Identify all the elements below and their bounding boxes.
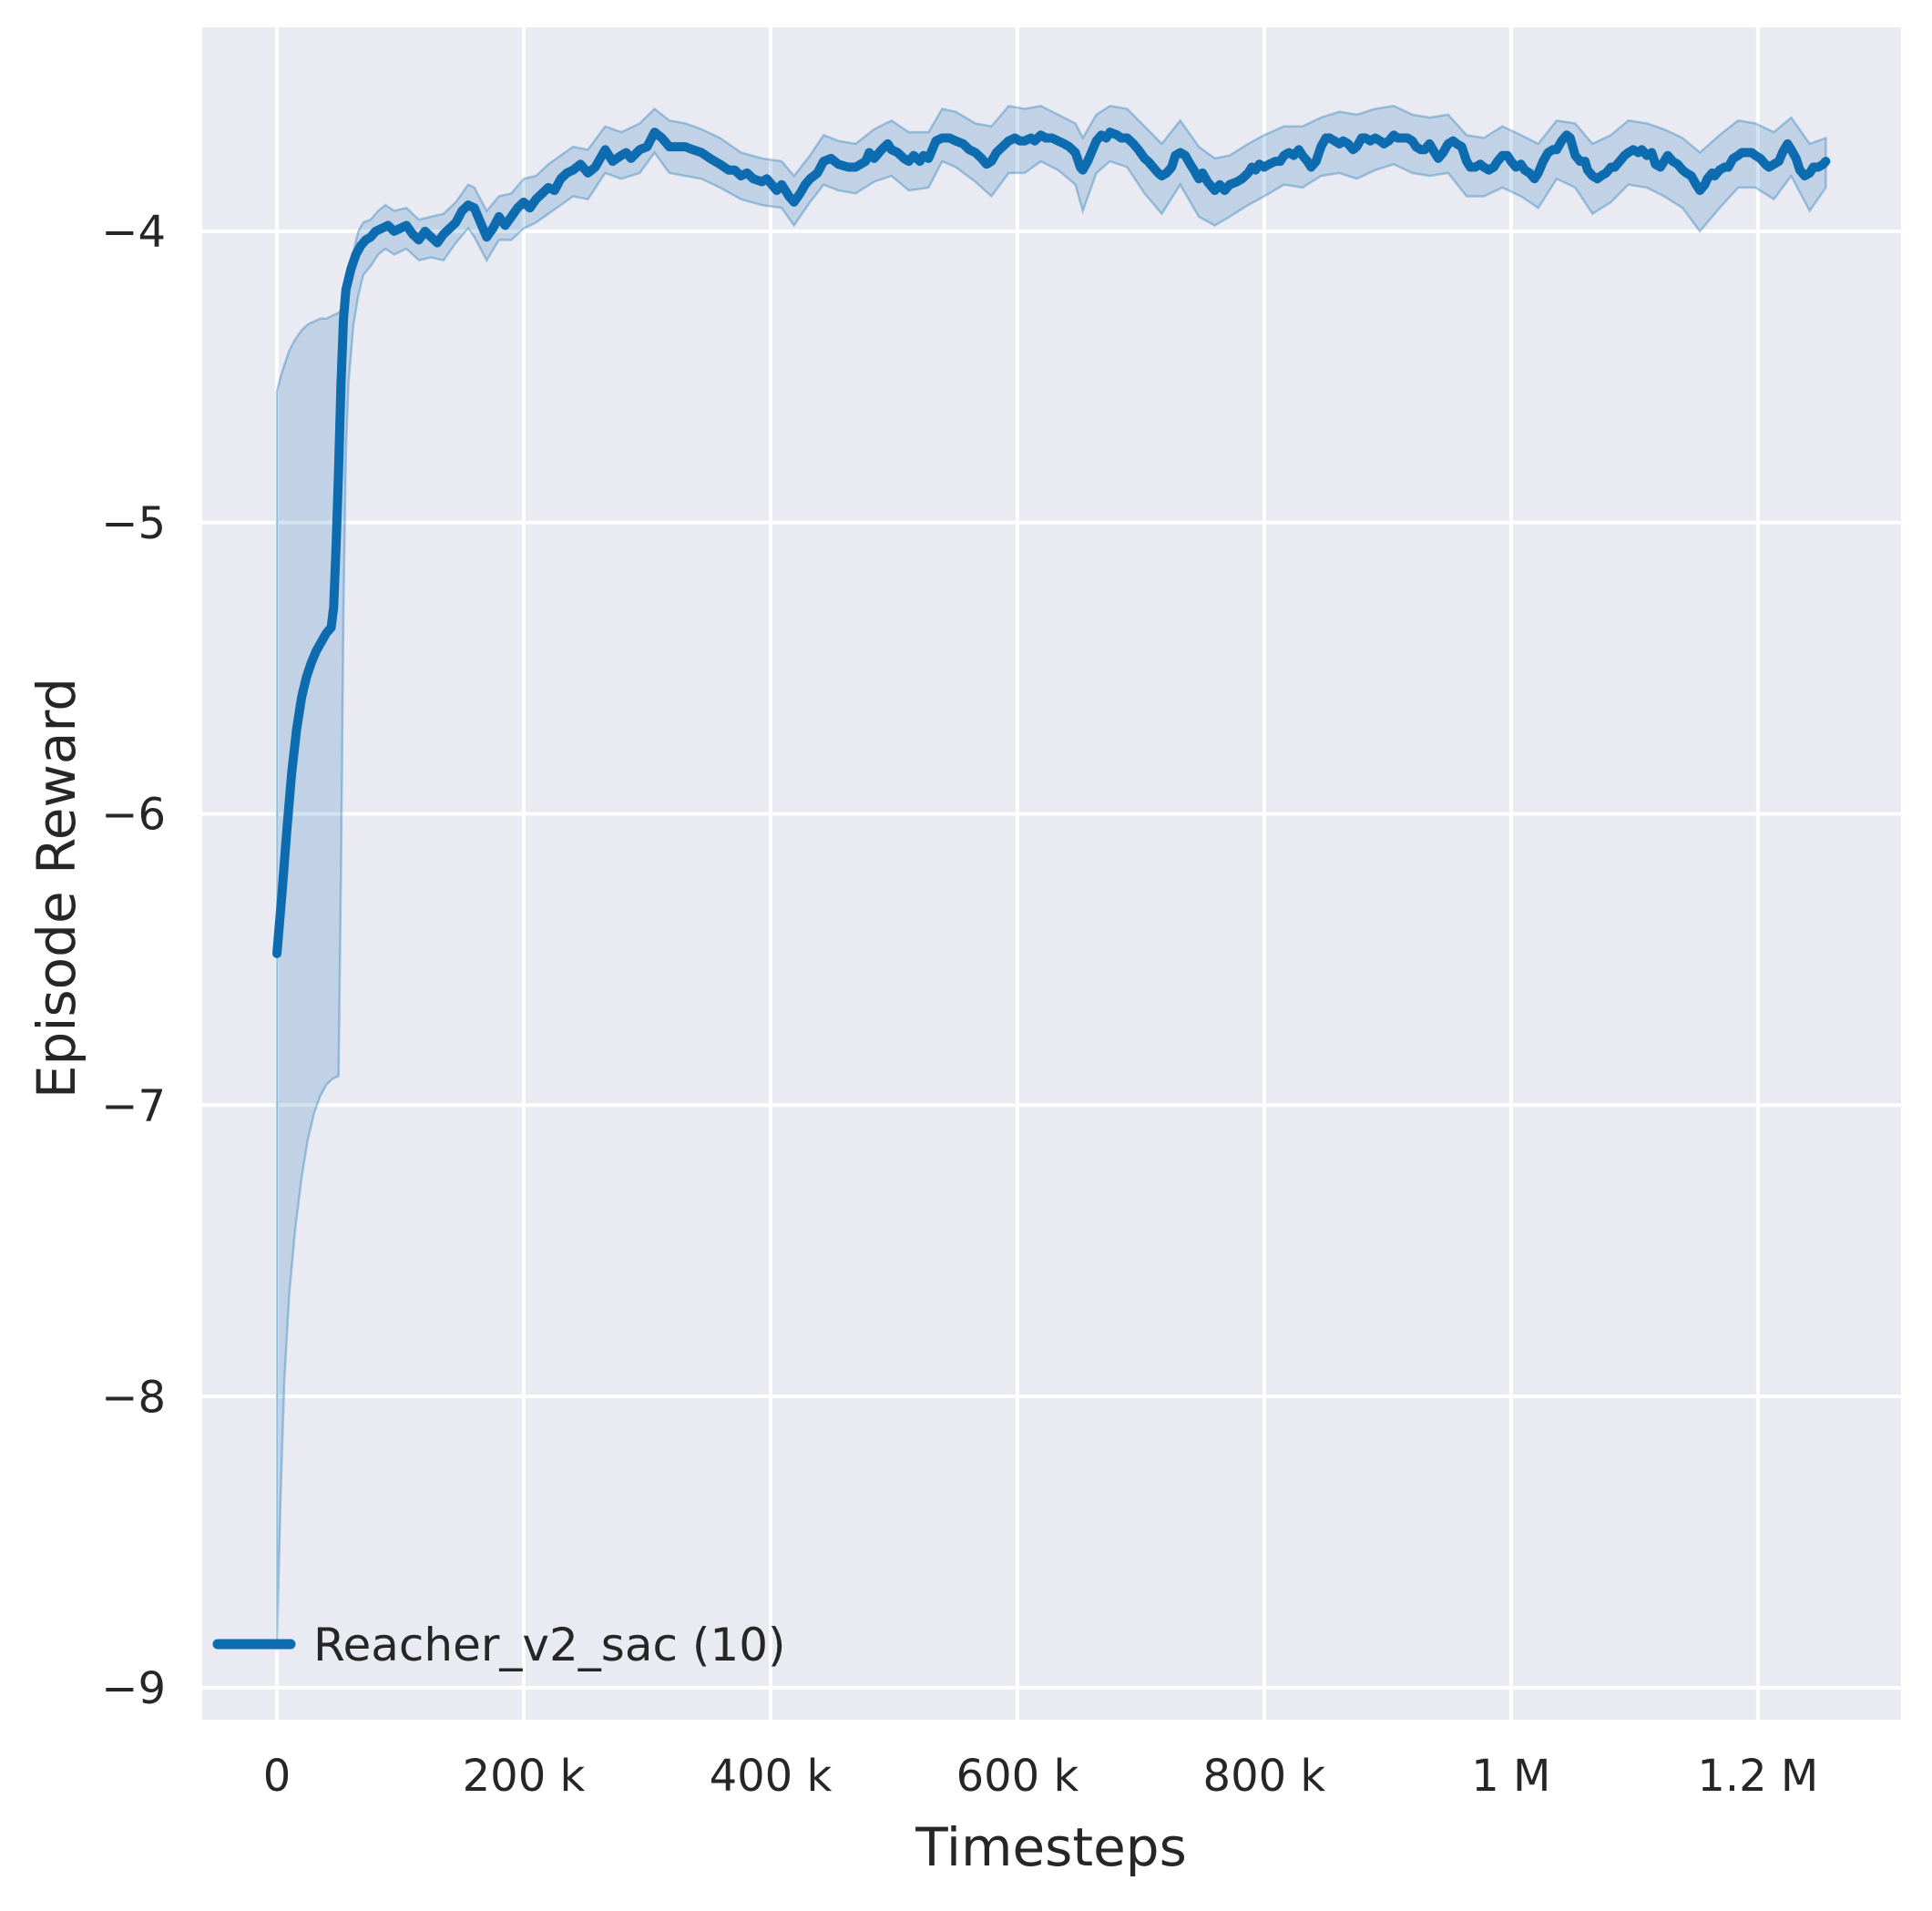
y-axis-tick-labels: −4 −5 −6 −7 −8 −9 [101,207,166,1714]
y-axis-label: Episode Reward [26,678,87,1099]
y-tick-label: −6 [101,790,166,841]
confidence-band [275,104,1827,1650]
x-tick-label: 0 [263,1751,291,1802]
y-tick-label: −8 [101,1372,166,1423]
x-tick-label: 800 k [1203,1751,1326,1802]
y-tick-label: −5 [101,498,166,549]
legend-label: Reacher_v2_sac (10) [313,1619,786,1671]
x-axis-label: Timesteps [915,1816,1187,1878]
x-tick-label: 1 M [1471,1751,1550,1802]
reward-line [272,128,1831,958]
x-tick-label: 400 k [710,1751,833,1802]
x-axis-tick-labels: 0 200 k 400 k 600 k 800 k 1 M 1.2 M [263,1751,1819,1802]
y-tick-label: −7 [101,1081,166,1132]
x-tick-label: 600 k [956,1751,1079,1802]
plot-background [202,27,1901,1720]
x-tick-label: 200 k [463,1751,586,1802]
gridlines [202,27,1901,1720]
y-tick-label: −9 [101,1663,166,1714]
legend: Reacher_v2_sac (10) [212,1619,786,1671]
x-tick-label: 1.2 M [1697,1751,1818,1802]
y-tick-label: −4 [101,207,166,258]
